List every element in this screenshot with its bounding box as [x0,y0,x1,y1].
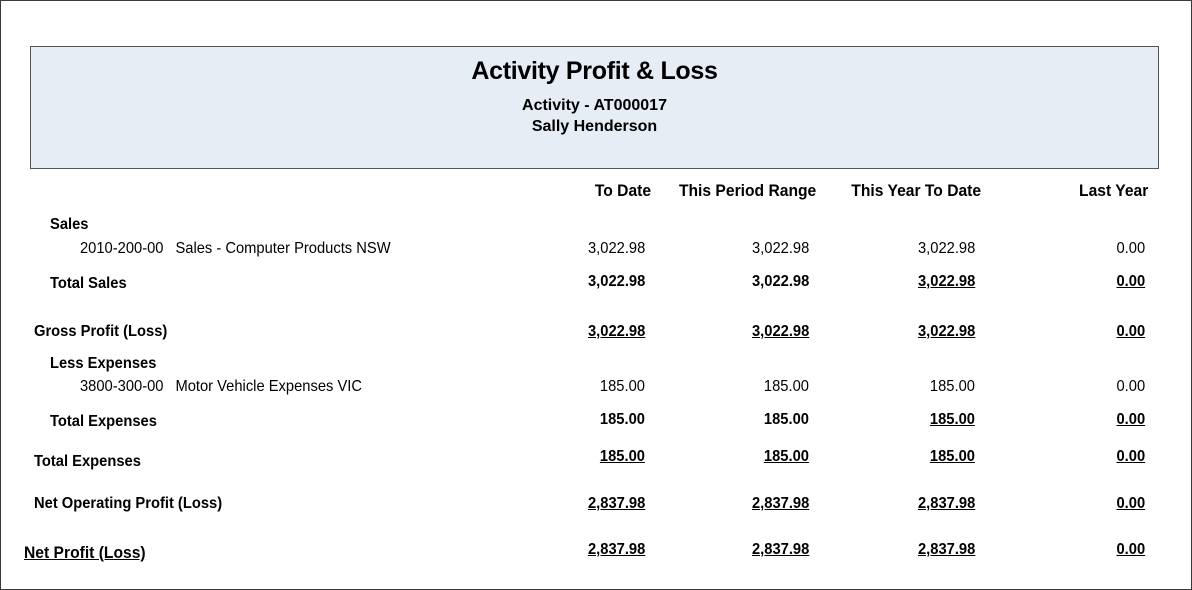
report-activity: Activity - AT000017 [522,97,667,114]
total-expenses-inner-label: Total Expenses [50,413,157,430]
expense-item-to-date: 185.00 [599,378,645,395]
expense-item-period: 185.00 [763,378,809,395]
expense-item-ytd: 185.00 [929,378,975,395]
total-expenses-inner-last-year: 0.00 [1116,411,1145,428]
sales-account-name: Sales - Computer Products NSW [175,240,391,257]
gross-profit-last-year: 0.00 [1116,323,1145,340]
net-profit-label: Net Profit (Loss) [24,543,146,562]
sales-item-to-date: 3,022.98 [587,240,645,257]
net-operating-ytd: 2,837.98 [917,495,975,512]
net-operating-label: Net Operating Profit (Loss) [34,495,223,512]
net-profit-ytd: 2,837.98 [917,541,975,558]
report-person: Sally Henderson [531,118,658,135]
total-sales-label: Total Sales [50,275,127,292]
total-expenses-inner-to-date: 185.00 [599,411,645,428]
sales-account-number: 2010-200-00 [80,240,164,257]
gross-profit-label: Gross Profit (Loss) [34,323,168,340]
expense-account-line: 3800-300-00 Motor Vehicle Expenses VIC [80,378,362,396]
total-sales-period: 3,022.98 [751,273,809,290]
total-expenses-label: Total Expenses [34,453,141,470]
net-profit-to-date: 2,837.98 [587,541,645,558]
column-header-last-year: Last Year [1078,181,1148,200]
expense-account-number: 3800-300-00 [80,378,164,395]
total-expenses-to-date: 185.00 [599,448,645,465]
total-sales-ytd: 3,022.98 [917,273,975,290]
report-title: Activity Profit & Loss [471,57,718,85]
sales-account-line: 2010-200-00 Sales - Computer Products NSW [80,240,391,258]
less-expenses-heading: Less Expenses [50,355,157,372]
net-operating-period: 2,837.98 [751,495,809,512]
column-header-this-period-range: This Period Range [678,181,816,200]
net-operating-to-date: 2,837.98 [587,495,645,512]
gross-profit-to-date: 3,022.98 [587,323,645,340]
column-header-this-year-to-date: This Year To Date [851,181,981,200]
sales-item-ytd: 3,022.98 [917,240,975,257]
net-profit-last-year: 0.00 [1116,541,1145,558]
total-expenses-period: 185.00 [763,448,809,465]
total-sales-last-year: 0.00 [1116,273,1145,290]
sales-item-last-year: 0.00 [1116,240,1145,257]
sales-item-period: 3,022.98 [751,240,809,257]
expense-account-name: Motor Vehicle Expenses VIC [175,378,362,395]
net-profit-period: 2,837.98 [751,541,809,558]
gross-profit-ytd: 3,022.98 [917,323,975,340]
column-header-to-date: To Date [594,181,651,200]
net-operating-last-year: 0.00 [1116,495,1145,512]
total-expenses-last-year: 0.00 [1116,448,1145,465]
gross-profit-period: 3,022.98 [751,323,809,340]
total-sales-to-date: 3,022.98 [587,273,645,290]
total-expenses-ytd: 185.00 [929,448,975,465]
report-header: Activity Profit & Loss Activity - AT0000… [30,46,1159,169]
total-expenses-inner-period: 185.00 [763,411,809,428]
total-expenses-inner-ytd: 185.00 [929,411,975,428]
expense-item-last-year: 0.00 [1116,378,1145,395]
sales-heading: Sales [50,216,89,233]
